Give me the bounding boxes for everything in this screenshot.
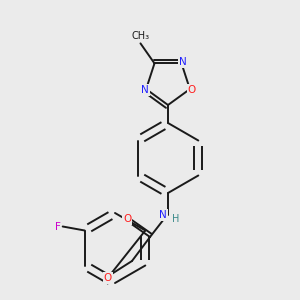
Text: F: F: [55, 221, 61, 232]
Text: O: O: [188, 85, 196, 95]
Text: N: N: [178, 57, 186, 68]
Text: CH₃: CH₃: [131, 32, 149, 41]
Text: N: N: [141, 85, 149, 95]
Text: H: H: [172, 214, 180, 224]
Text: N: N: [159, 210, 167, 220]
Text: O: O: [123, 214, 131, 224]
Text: O: O: [104, 273, 112, 283]
